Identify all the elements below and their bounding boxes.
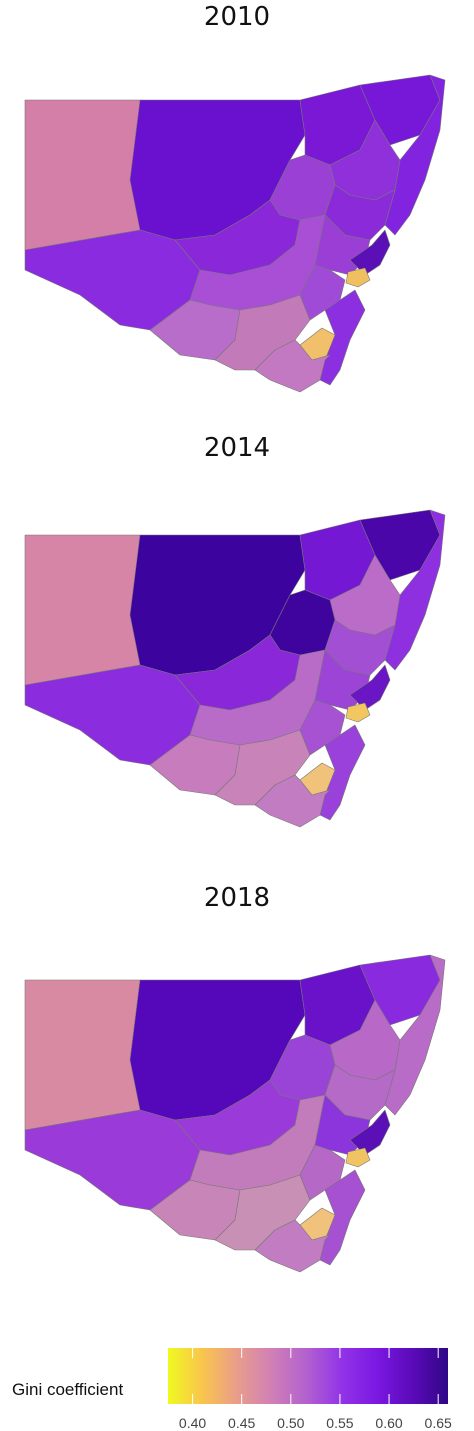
region-syd-y (345, 1147, 371, 1168)
legend-title: Gini coefficient (12, 1380, 124, 1399)
legend-tick-label: 0.40 (178, 1415, 207, 1431)
region-snowy (254, 774, 331, 828)
region-snowy (254, 339, 331, 393)
region-west (24, 534, 141, 686)
nsw-map-2014 (24, 509, 446, 828)
region-syd-y (345, 267, 371, 288)
legend-tick-label: 0.45 (228, 1415, 256, 1431)
region-syd-y (345, 702, 371, 723)
legend-tick-label: 0.65 (424, 1415, 452, 1431)
region-west (24, 99, 141, 251)
legend-colorbar (168, 1348, 448, 1404)
nsw-map-2010 (24, 74, 446, 393)
region-snowy (254, 1219, 331, 1273)
region-coast-n (384, 74, 446, 236)
panel-title-2018: 2018 (203, 883, 271, 913)
region-west (24, 979, 141, 1131)
legend-tick-label: 0.50 (277, 1415, 305, 1431)
nsw-map-2018 (24, 954, 446, 1273)
legend-tick-label: 0.55 (326, 1415, 354, 1431)
region-coast-s (319, 724, 366, 821)
legend-tick-label: 0.60 (375, 1415, 403, 1431)
region-coast-n (384, 509, 446, 671)
region-coast-n (384, 954, 446, 1116)
region-coast-s (319, 289, 366, 386)
panel-title-2014: 2014 (203, 433, 271, 463)
panel-title-2010: 2010 (203, 2, 271, 32)
region-coast-s (319, 1169, 366, 1266)
